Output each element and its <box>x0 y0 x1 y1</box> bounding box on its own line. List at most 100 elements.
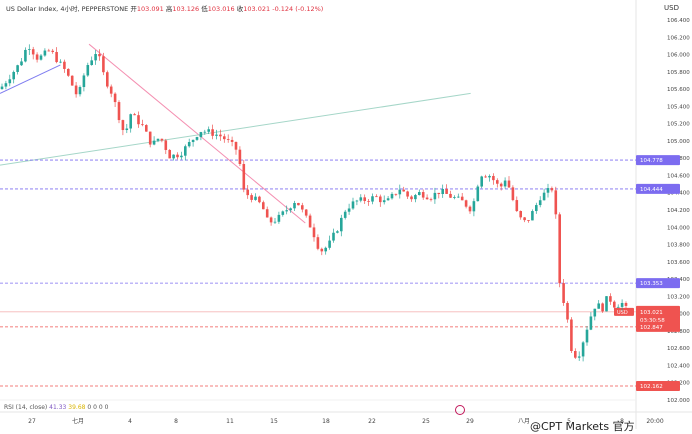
candle-body <box>16 65 19 72</box>
candle-body <box>4 83 8 87</box>
candle-body <box>230 139 234 142</box>
candle-body <box>293 202 296 209</box>
candle-body <box>316 237 320 249</box>
candle-body <box>289 208 292 211</box>
candle-body <box>386 198 390 201</box>
candle-body <box>570 319 573 352</box>
candle-body <box>320 248 324 252</box>
candle-body <box>453 197 456 198</box>
candle-body <box>577 356 581 358</box>
candle-body <box>301 205 304 210</box>
resistance-trendline <box>88 43 306 224</box>
candle-body <box>141 124 144 126</box>
candle-body <box>531 211 534 221</box>
candle-body <box>550 188 554 191</box>
candle-body <box>51 50 54 52</box>
candle-body <box>78 87 82 95</box>
candle-body <box>211 129 214 136</box>
candle-body <box>332 232 335 241</box>
close-label: 收 <box>236 5 244 13</box>
candle-body <box>441 188 444 195</box>
level-tag <box>636 278 680 289</box>
x-tick-label: 22 <box>368 418 376 425</box>
candle-body <box>476 186 480 202</box>
candle-body <box>67 68 70 76</box>
candle-body <box>24 49 27 62</box>
level-tag-label: 104.444 <box>640 187 663 193</box>
candle-body <box>616 306 620 308</box>
candle-body <box>515 200 519 212</box>
low-value: 103.016 <box>207 5 235 13</box>
candle-body <box>55 51 58 63</box>
level-tag <box>636 155 680 166</box>
candle-body <box>425 197 429 200</box>
candle-body <box>609 296 612 302</box>
chart-header: US Dollar Index, 4小时, PEPPERSTONE 开103.0… <box>6 5 324 13</box>
candle-body <box>117 102 121 121</box>
candle-body <box>449 193 452 198</box>
y-tick-label: 105.000 <box>667 139 690 145</box>
candle-body <box>215 134 218 136</box>
candle-body <box>558 214 561 284</box>
level-tag-label: 103.353 <box>640 281 663 287</box>
candle-body <box>503 180 507 187</box>
x-tick-label: 8 <box>620 418 624 425</box>
candle-body <box>121 120 125 131</box>
current-price-tag <box>636 305 680 326</box>
candle-body <box>195 137 199 140</box>
candle-body <box>562 283 565 303</box>
candle-body <box>226 139 230 140</box>
x-tick-label: 11 <box>226 418 234 425</box>
candle-body <box>480 176 483 187</box>
candle-body <box>523 217 526 221</box>
y-tick-label: 106.000 <box>667 53 690 59</box>
candle-body <box>351 201 355 209</box>
candle-body <box>324 247 327 252</box>
channel-trendline <box>0 92 471 166</box>
candle-body <box>538 200 542 206</box>
candle-body <box>191 139 195 143</box>
candle-body <box>223 136 226 140</box>
candle-body <box>74 85 78 95</box>
y-tick-label: 103.600 <box>667 260 690 266</box>
candle-body <box>406 191 409 197</box>
high-value: 103.126 <box>172 5 200 13</box>
candle-body <box>410 196 413 200</box>
x-tick-label: 25 <box>422 418 430 425</box>
candle-body <box>379 196 382 203</box>
candle-body <box>129 114 132 129</box>
candle-body <box>499 183 503 187</box>
candle-body <box>601 303 604 312</box>
candle-body <box>254 196 257 200</box>
candle-body <box>511 187 515 201</box>
candle-body <box>269 217 273 223</box>
y-tick-label: 104.600 <box>667 173 690 179</box>
candle-body <box>554 190 558 215</box>
candle-body <box>102 56 105 73</box>
currency-label: USD <box>664 4 679 12</box>
candle-body <box>180 155 183 158</box>
x-tick-label: 8 <box>174 418 178 425</box>
candle-body <box>86 65 90 76</box>
level-tag-label: 102.162 <box>640 384 663 390</box>
event-flag-icon[interactable] <box>455 405 465 415</box>
candle-body <box>445 188 448 194</box>
y-tick-label: 105.400 <box>667 104 690 110</box>
candle-body <box>437 192 441 195</box>
y-tick-label: 102.600 <box>667 346 690 352</box>
candle-body <box>242 164 246 190</box>
candle-body <box>160 138 164 141</box>
candle-body <box>605 296 608 312</box>
candle-body <box>285 210 288 212</box>
change-value: -0.124 (-0.12%) <box>272 5 324 13</box>
candle-body <box>281 211 285 215</box>
candle-body <box>207 129 210 132</box>
candle-body <box>343 211 347 218</box>
candle-body <box>250 195 253 200</box>
current-price-label: 103.021 <box>640 310 663 316</box>
candle-body <box>203 131 207 133</box>
x-tick-label: 29 <box>466 418 474 425</box>
candle-body <box>589 316 593 330</box>
candle-body <box>418 192 421 196</box>
